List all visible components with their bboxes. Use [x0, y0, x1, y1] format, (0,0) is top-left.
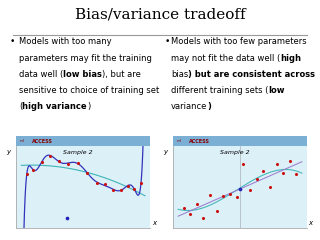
Text: may not fit the data well (: may not fit the data well ( [171, 54, 280, 63]
Point [281, 171, 286, 175]
Point [125, 184, 130, 188]
Point [188, 213, 193, 216]
Text: x: x [308, 220, 313, 226]
Text: ml: ml [20, 139, 25, 143]
Text: variance: variance [171, 102, 208, 112]
Point [214, 209, 219, 213]
Point [39, 160, 44, 164]
Text: x: x [152, 220, 156, 226]
Point [75, 161, 80, 165]
Point [139, 181, 144, 185]
Text: low bias: low bias [63, 70, 102, 79]
Point [208, 193, 213, 197]
Point [110, 188, 115, 192]
Point [194, 202, 199, 206]
Point [65, 216, 70, 220]
Text: high: high [280, 54, 301, 63]
Text: Models with too many: Models with too many [19, 37, 112, 46]
Point [102, 182, 107, 186]
Text: Models with too few parameters: Models with too few parameters [171, 37, 307, 46]
Point [228, 192, 233, 196]
Point [261, 169, 266, 173]
Point [221, 194, 226, 198]
Text: Bias/variance tradeoff: Bias/variance tradeoff [75, 7, 245, 21]
Point [181, 206, 186, 210]
Text: •: • [165, 37, 170, 46]
FancyBboxPatch shape [16, 136, 150, 146]
Text: ACCESS: ACCESS [32, 138, 53, 144]
Text: data well (: data well ( [19, 70, 63, 79]
Text: sensitive to choice of training set: sensitive to choice of training set [19, 86, 159, 95]
Text: ): ) [87, 102, 90, 112]
Point [247, 188, 252, 192]
Point [267, 186, 272, 189]
Text: ACCESS: ACCESS [189, 138, 210, 144]
Point [274, 162, 279, 166]
Point [294, 173, 299, 176]
Point [118, 188, 124, 192]
Point [132, 187, 137, 191]
Point [31, 168, 36, 172]
Text: y: y [6, 149, 11, 155]
FancyBboxPatch shape [173, 136, 307, 146]
Text: ): ) [208, 102, 212, 112]
Point [201, 216, 206, 219]
Text: ), but are: ), but are [102, 70, 141, 79]
Text: Sample 2: Sample 2 [220, 150, 250, 155]
Text: Sample 2: Sample 2 [63, 150, 93, 155]
Point [287, 159, 292, 163]
Point [47, 154, 52, 158]
Point [241, 162, 246, 166]
Point [234, 195, 239, 199]
Text: different training sets (: different training sets ( [171, 86, 268, 95]
Text: ) but are consistent across: ) but are consistent across [188, 70, 316, 79]
Text: y: y [163, 149, 167, 155]
Text: high variance: high variance [22, 102, 87, 112]
Point [94, 181, 99, 185]
Text: (: ( [19, 102, 22, 112]
Text: low: low [268, 86, 285, 95]
Point [24, 172, 29, 176]
Text: parameters may fit the training: parameters may fit the training [19, 54, 152, 63]
Point [85, 171, 90, 174]
Point [56, 159, 61, 163]
Point [254, 177, 259, 181]
Text: ml: ml [177, 139, 182, 143]
Text: •: • [10, 37, 15, 46]
Point [66, 162, 71, 166]
Text: bias: bias [171, 70, 188, 79]
Point [237, 187, 243, 191]
